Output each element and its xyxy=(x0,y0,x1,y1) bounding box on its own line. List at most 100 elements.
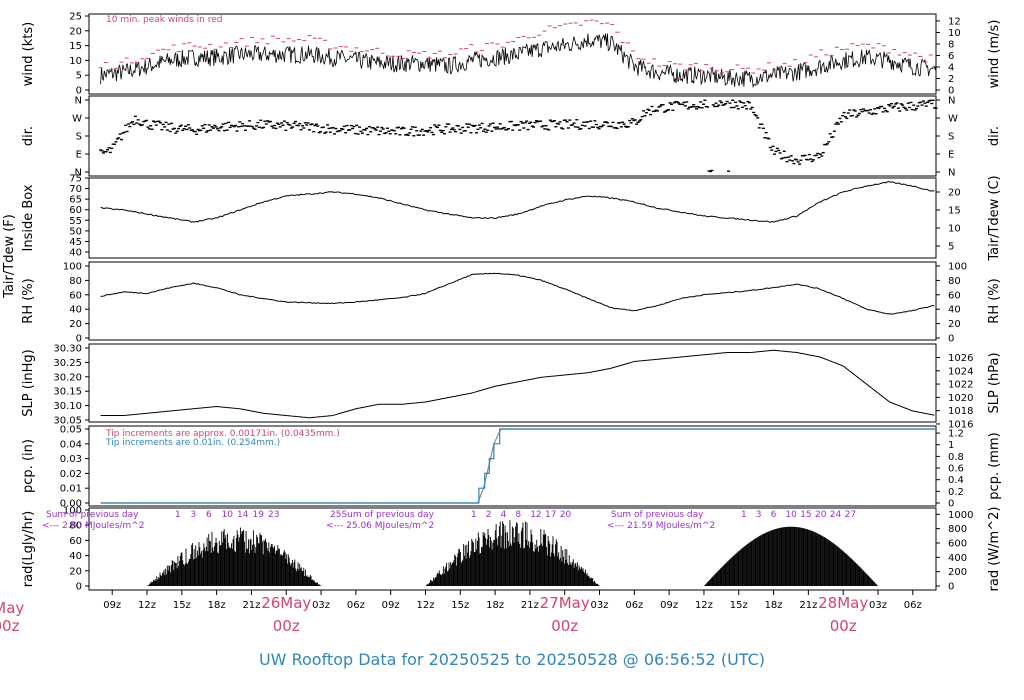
y-tick-label: 0.03 xyxy=(60,454,82,465)
y2-tick-label: 2 xyxy=(948,74,954,85)
rad-hour-label: 15 xyxy=(800,510,811,520)
y2-tick-label: 0.2 xyxy=(948,487,964,498)
x-tick-label: 09z xyxy=(382,600,400,611)
rad-hour-label: 19 xyxy=(253,510,265,520)
rad-sum-label: 25Sum of previous day xyxy=(330,510,435,520)
y-axis-label: RH (%) xyxy=(21,278,36,323)
y-tick-label: 10 xyxy=(69,56,82,67)
x-tick-label: 15z xyxy=(173,600,191,611)
x-tick-label: 21z xyxy=(799,600,817,611)
panel-annotation: 10 min. peak winds in red xyxy=(106,15,223,25)
panel-frame xyxy=(88,343,937,423)
y-tick-label: 0.02 xyxy=(60,469,82,480)
panel-frame xyxy=(88,13,937,95)
rad-sum-value: <--- 21.59 MJoules/m^2 xyxy=(607,521,715,531)
rad-hour-label: 24 xyxy=(830,510,842,520)
series-line-rh xyxy=(100,272,935,315)
x-tick-label: 15z xyxy=(730,600,748,611)
y-tick-label: 0.00 xyxy=(60,499,82,510)
y2-axis-label: Tair/Tdew (C) xyxy=(987,175,1002,261)
y-tick-label: 5 xyxy=(76,71,82,82)
series-line-blue xyxy=(100,428,936,504)
y2-tick-label: 0.8 xyxy=(948,452,964,463)
y2-tick-label: W xyxy=(948,114,958,125)
y2-tick-label: 800 xyxy=(948,524,967,535)
y2-tick-label: 1022 xyxy=(948,380,973,391)
y-tick-label: 40 xyxy=(69,551,82,562)
y-tick-label: 0.04 xyxy=(60,439,82,450)
panel-slp: 30.05 30.10 30.15 30.20 30.25 30.30 1016 1018 10… xyxy=(21,343,1002,430)
rad-hour-label: 3 xyxy=(191,510,197,520)
y2-tick-label: 600 xyxy=(948,538,967,549)
y2-tick-label: 20 xyxy=(948,188,961,199)
y2-tick-label: 0 xyxy=(948,499,954,510)
y-tick-label: 65 xyxy=(69,195,82,206)
y2-axis-label: rad (W/m^2) xyxy=(987,507,1002,592)
x-date-sub-label: 00z xyxy=(0,617,20,635)
y2-tick-label: 8 xyxy=(948,39,954,50)
x-tick-label: 06z xyxy=(347,600,365,611)
x-date-sub-label: 00z xyxy=(551,617,578,635)
rad-hour-label: 6 xyxy=(771,510,777,520)
y-tick-label: 60 xyxy=(69,290,82,301)
rad-hour-label: 4 xyxy=(501,510,507,520)
rad-hour-label: 17 xyxy=(545,510,556,520)
y2-tick-label: 1026 xyxy=(948,353,973,364)
y-tick-label: 70 xyxy=(69,184,82,195)
rad-hour-label: 2 xyxy=(486,510,492,520)
rad-sum-label: Sum of previous day xyxy=(611,510,704,520)
y2-tick-label: 0.4 xyxy=(948,475,964,486)
panel-frame xyxy=(88,425,937,507)
y2-tick-label: 15 xyxy=(948,206,961,217)
x-tick-label: 12z xyxy=(416,600,434,611)
figure-title: UW Rooftop Data for 20250525 to 20250528… xyxy=(259,650,765,669)
series-line-slp xyxy=(100,349,935,419)
x-tick-label: 15z xyxy=(451,600,469,611)
rad-hour-label: 10 xyxy=(785,510,797,520)
x-tick-label: 21z xyxy=(242,600,260,611)
rad-hour-label: 14 xyxy=(237,510,249,520)
y-tick-label: 0.05 xyxy=(60,425,82,436)
x-tick-label: 12z xyxy=(695,600,713,611)
y2-tick-label: 1 xyxy=(948,440,954,451)
x-tick-label: 03z xyxy=(869,600,887,611)
x-tick-label: 27May xyxy=(540,594,590,612)
x-tick-label: 03z xyxy=(312,600,330,611)
y-tick-label: 60 xyxy=(69,205,82,216)
x-tick-label: 28May xyxy=(818,594,868,612)
y2-tick-label: 60 xyxy=(948,290,961,301)
x-tick-label: 09z xyxy=(660,600,678,611)
y2-tick-label: 400 xyxy=(948,553,967,564)
rad-hour-label: 1 xyxy=(741,510,747,520)
rad-hour-label: 1 xyxy=(471,510,477,520)
y-tick-label: 30.25 xyxy=(53,358,82,369)
panel-note: Tip increments are 0.01in. (0.254mm.) xyxy=(105,438,280,448)
y-axis-label: rad(Lgly/hr) xyxy=(21,511,36,587)
y2-tick-label: 6 xyxy=(948,51,954,62)
x-date-sub-label: 00z xyxy=(273,617,300,635)
y2-tick-label: 200 xyxy=(948,567,967,578)
y-tick-label: 20 xyxy=(69,319,82,330)
y-tick-label: 75 xyxy=(69,174,82,185)
panel-frame xyxy=(88,507,937,591)
y-tick-label: 30.10 xyxy=(53,401,82,412)
y2-tick-label: 10 xyxy=(948,224,961,235)
y-axis-label: pcp. (in) xyxy=(21,439,36,493)
y-tick-label: 0 xyxy=(76,334,82,345)
y2-tick-label: 100 xyxy=(948,262,967,273)
y-axis-label: wind (kts) xyxy=(21,22,36,86)
y-axis-label: dir. xyxy=(21,126,36,146)
y-tick-label: 80 xyxy=(69,276,82,287)
x-tick-label: 06z xyxy=(904,600,922,611)
y-tick-label: 40 xyxy=(69,248,82,259)
panel-note: Tip increments are approx. 0.00171in. (0… xyxy=(105,429,340,439)
x-tick-label: 03z xyxy=(591,600,609,611)
y2-axis-label: pcp. (mm) xyxy=(987,432,1002,499)
y2-tick-label: 40 xyxy=(948,305,961,316)
rad-hour-label: 12 xyxy=(530,510,541,520)
x-date-sub-label: 00z xyxy=(830,617,857,635)
y2-tick-label: 80 xyxy=(948,276,961,287)
panel-rad: 02040608010002004006008001000rad(Lgly/hr… xyxy=(21,506,1002,593)
